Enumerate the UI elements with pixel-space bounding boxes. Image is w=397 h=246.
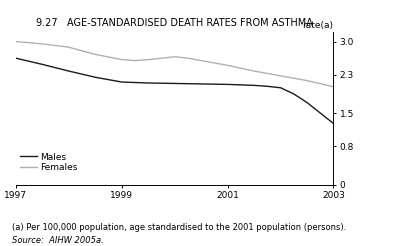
- Text: Source:  AIHW 2005a.: Source: AIHW 2005a.: [12, 236, 104, 245]
- Text: rate(a): rate(a): [303, 21, 333, 31]
- Title: 9.27   AGE-STANDARDISED DEATH RATES FROM ASTHMA: 9.27 AGE-STANDARDISED DEATH RATES FROM A…: [36, 18, 313, 29]
- Legend: Males, Females: Males, Females: [20, 153, 78, 172]
- Text: (a) Per 100,000 population, age standardised to the 2001 population (persons).: (a) Per 100,000 population, age standard…: [12, 223, 346, 232]
